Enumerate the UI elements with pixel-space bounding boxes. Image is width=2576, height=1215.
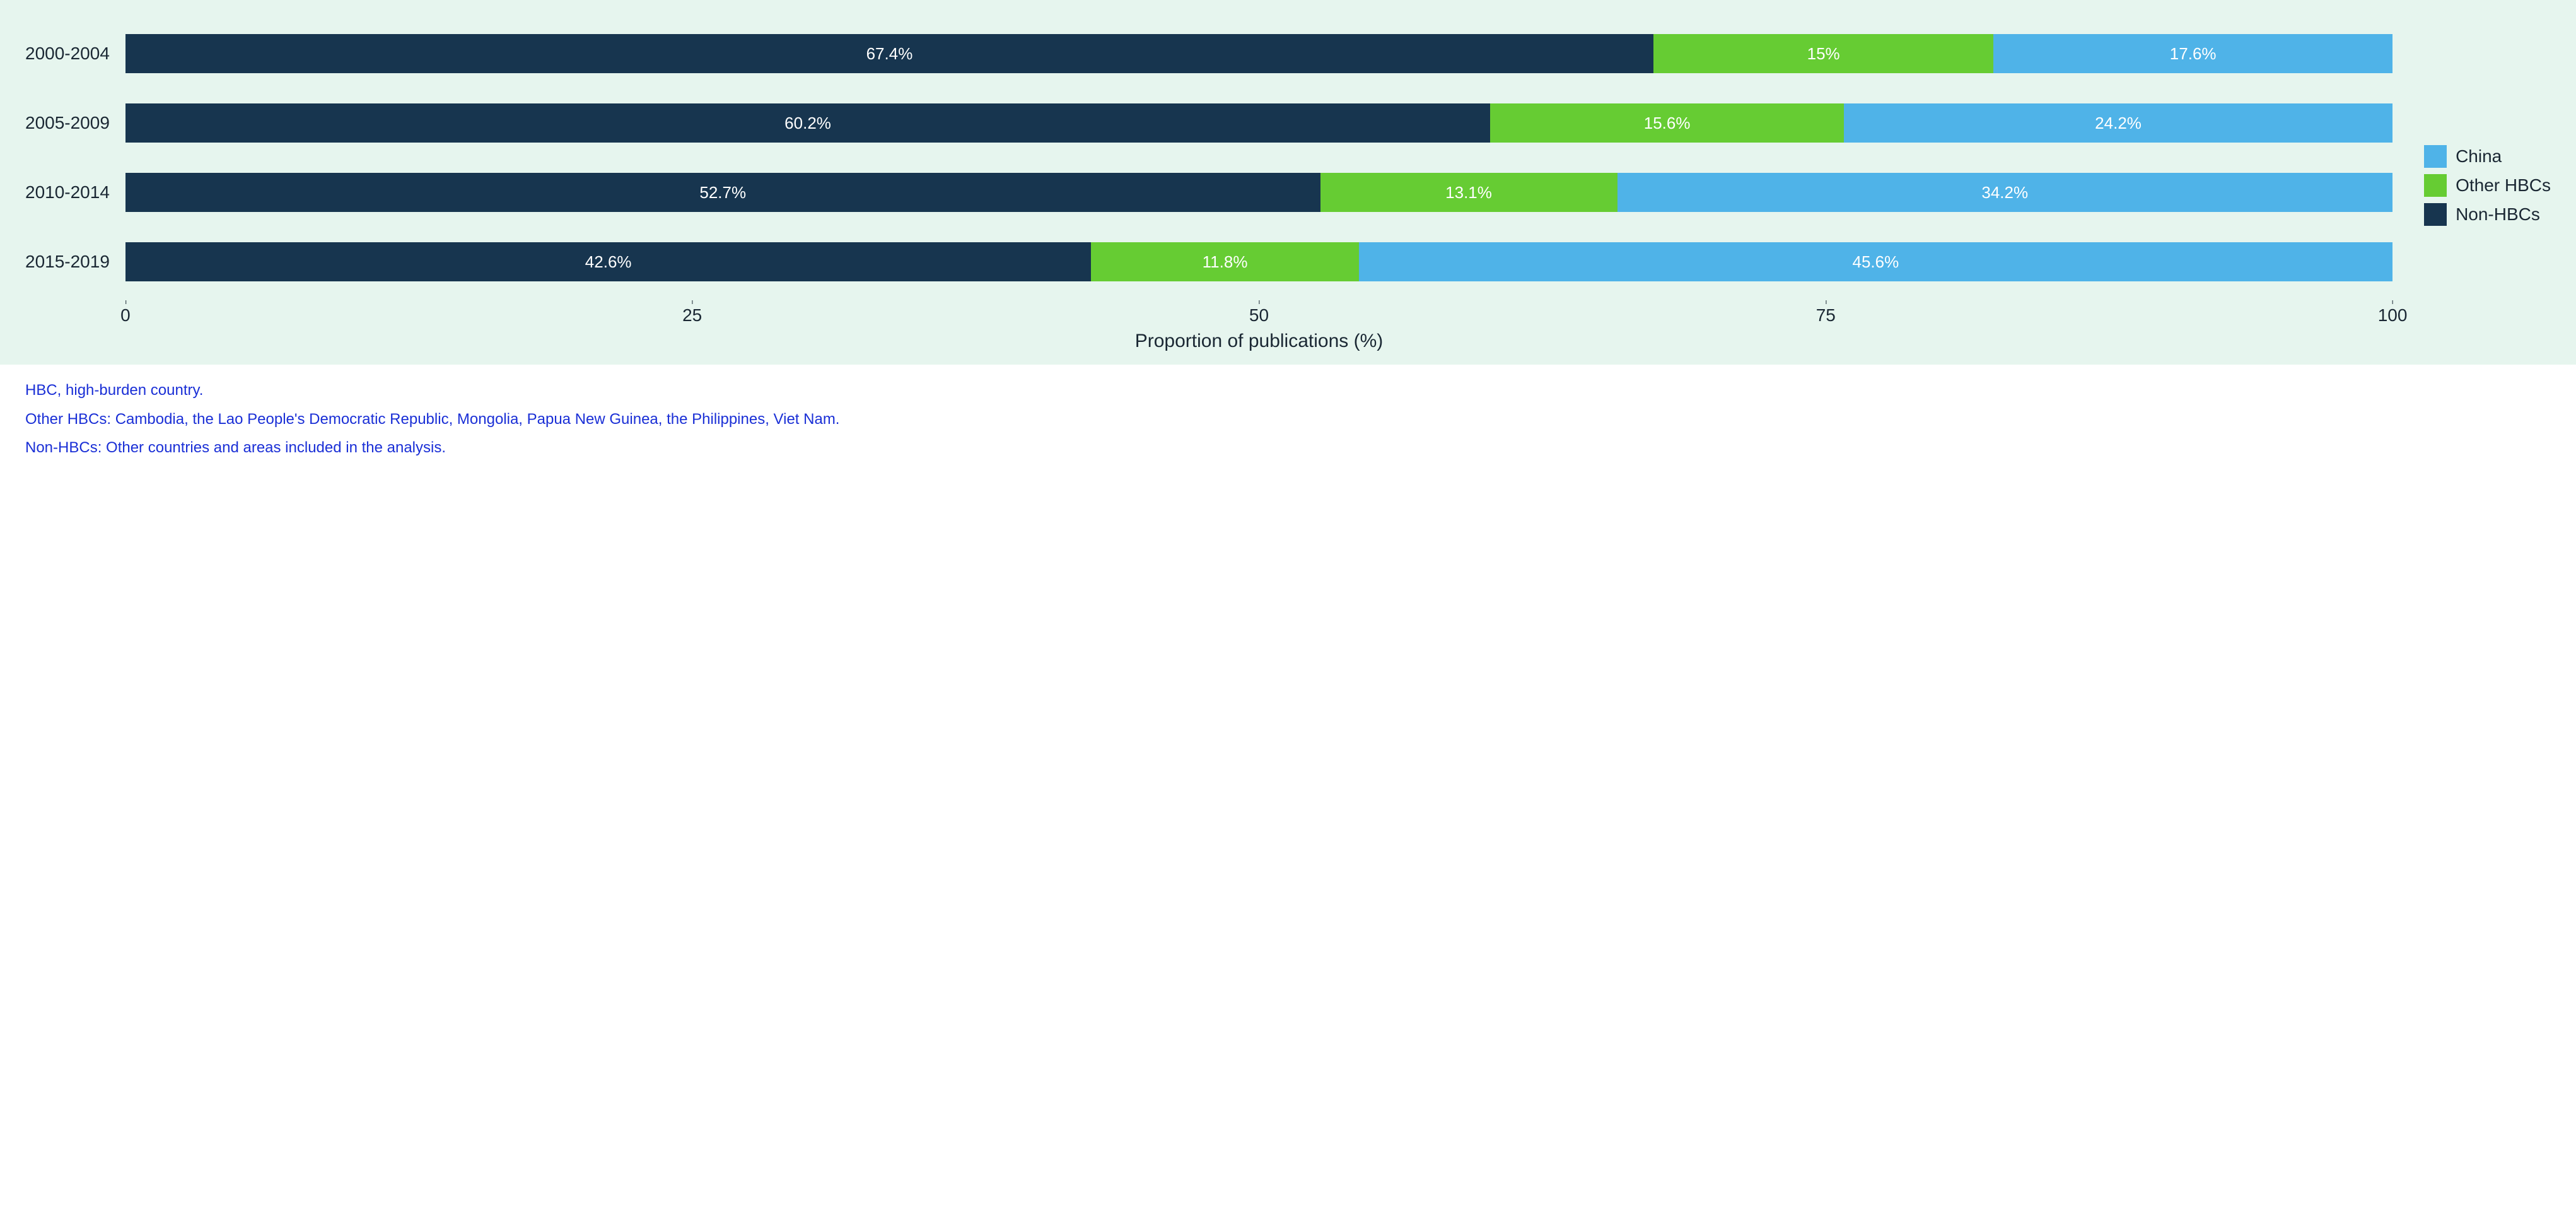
bar-segment-non_hbcs: 52.7% xyxy=(125,173,1320,212)
y-axis-category-label: 2000-2004 xyxy=(25,19,110,88)
bar-track: 52.7%13.1%34.2% xyxy=(125,173,2392,212)
x-axis-ticks: 0255075100 xyxy=(125,302,2392,327)
bar-segment-non_hbcs: 60.2% xyxy=(125,103,1490,143)
y-axis-category-label: 2005-2009 xyxy=(25,88,110,158)
bars-group: 67.4%15%17.6% 60.2%15.6%24.2% 52.7%13.1%34… xyxy=(125,19,2392,296)
y-axis-category-label: 2015-2019 xyxy=(25,227,110,296)
chart-main: 2000-20042005-20092010-20142015-2019 67.… xyxy=(25,19,2392,352)
bar-segment-china: 24.2% xyxy=(1844,103,2392,143)
bar-track: 42.6%11.8%45.6% xyxy=(125,242,2392,281)
bar-row: 52.7%13.1%34.2% xyxy=(125,158,2392,227)
bar-segment-china: 34.2% xyxy=(1617,173,2393,212)
plot-area: 67.4%15%17.6% 60.2%15.6%24.2% 52.7%13.1%34… xyxy=(125,19,2392,352)
y-axis-category-label: 2010-2014 xyxy=(25,158,110,227)
footnote-line: Non-HBCs: Other countries and areas incl… xyxy=(25,433,2551,462)
bar-segment-china: 45.6% xyxy=(1359,242,2392,281)
legend-label: Non-HBCs xyxy=(2456,204,2540,225)
x-axis-tick: 50 xyxy=(1249,305,1269,326)
bar-track: 67.4%15%17.6% xyxy=(125,34,2392,73)
x-axis-tick: 0 xyxy=(120,305,131,326)
bar-segment-other_hbcs: 11.8% xyxy=(1091,242,1358,281)
footnote-line: HBC, high-burden country. xyxy=(25,376,2551,405)
footnote-line: Other HBCs: Cambodia, the Lao People's D… xyxy=(25,405,2551,434)
legend-swatch xyxy=(2424,174,2447,197)
legend-swatch xyxy=(2424,145,2447,168)
legend: China Other HBCs Non-HBCs xyxy=(2392,145,2551,226)
x-axis-tick: 100 xyxy=(2378,305,2408,326)
legend-item-non_hbcs: Non-HBCs xyxy=(2424,203,2551,226)
legend-item-other_hbcs: Other HBCs xyxy=(2424,174,2551,197)
bar-row: 60.2%15.6%24.2% xyxy=(125,88,2392,158)
x-axis: 0255075100 Proportion of publications (%… xyxy=(125,302,2392,352)
bar-segment-china: 17.6% xyxy=(1993,34,2392,73)
bar-track: 60.2%15.6%24.2% xyxy=(125,103,2392,143)
chart-panel: 2000-20042005-20092010-20142015-2019 67.… xyxy=(0,0,2576,365)
bar-row: 42.6%11.8%45.6% xyxy=(125,227,2392,296)
legend-item-china: China xyxy=(2424,145,2551,168)
bar-segment-other_hbcs: 15% xyxy=(1653,34,1993,73)
bar-segment-other_hbcs: 13.1% xyxy=(1320,173,1617,212)
y-axis-labels: 2000-20042005-20092010-20142015-2019 xyxy=(25,19,125,352)
x-axis-tick: 25 xyxy=(682,305,702,326)
bar-segment-non_hbcs: 42.6% xyxy=(125,242,1092,281)
bar-segment-non_hbcs: 67.4% xyxy=(125,34,1653,73)
legend-label: Other HBCs xyxy=(2456,175,2551,196)
x-axis-title: Proportion of publications (%) xyxy=(125,331,2392,352)
legend-swatch xyxy=(2424,203,2447,226)
bar-segment-other_hbcs: 15.6% xyxy=(1490,103,1844,143)
legend-label: China xyxy=(2456,146,2502,167)
footnotes: HBC, high-burden country.Other HBCs: Cam… xyxy=(0,365,2576,475)
x-axis-tick: 75 xyxy=(1816,305,1836,326)
bar-row: 67.4%15%17.6% xyxy=(125,19,2392,88)
